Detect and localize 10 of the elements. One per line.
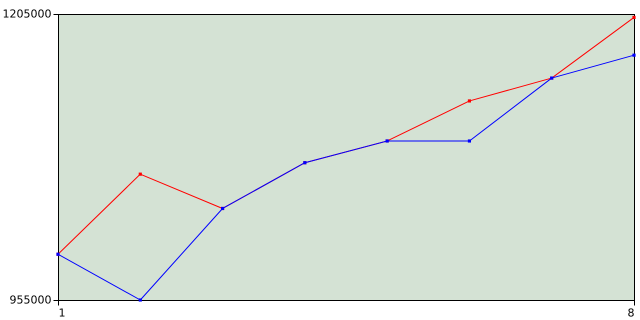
point [468,139,472,143]
point [138,298,142,302]
point [138,172,142,176]
point [468,99,472,103]
point [632,54,636,57]
point [632,16,636,20]
y-tick-label: 955000 [10,294,52,306]
x-tick-label: 1 [58,306,66,320]
x-tick-label: 8 [628,306,634,320]
y-tick-label: 1205000 [2,8,52,20]
